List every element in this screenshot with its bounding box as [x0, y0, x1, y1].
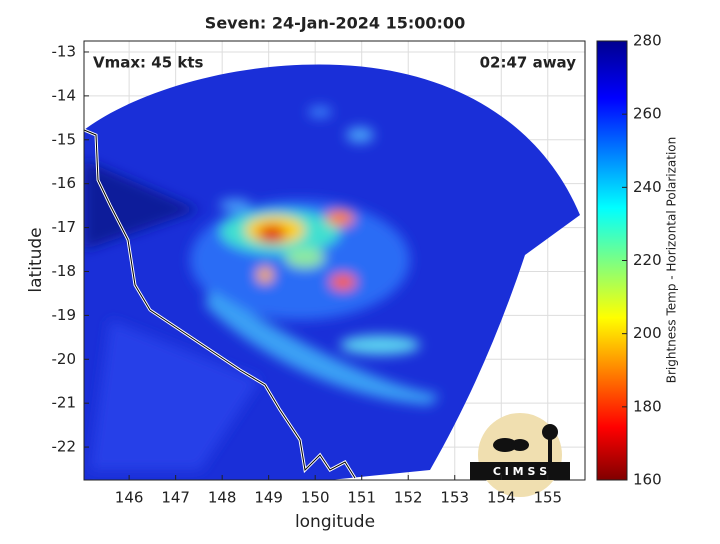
colorbar-tick-label: 220 [633, 251, 662, 269]
x-tick-label: 151 [347, 489, 376, 507]
logo: C I M S S [470, 413, 570, 497]
colorbar-tick-label: 260 [633, 105, 662, 123]
colorbar-tick-label: 200 [633, 324, 662, 342]
y-tick-label: -20 [52, 350, 77, 368]
x-tick-label: 149 [254, 489, 283, 507]
annotation: 02:47 away [480, 54, 577, 72]
colorbar-tick-label: 280 [633, 32, 662, 50]
x-tick-label: 155 [533, 489, 562, 507]
chart-title: Seven: 24-Jan-2024 15:00:00 [205, 14, 465, 33]
annotation: Vmax: 45 kts [93, 54, 203, 72]
x-tick-label: 148 [208, 489, 237, 507]
y-tick-label: -19 [52, 306, 77, 324]
colorbar-label: Brightness Temp - Horizontal Polarizatio… [665, 137, 679, 384]
x-tick-label: 147 [161, 489, 190, 507]
logo-text: C I M S S [493, 465, 547, 478]
y-tick-label: -21 [52, 394, 77, 412]
x-axis-label: longitude [295, 512, 375, 532]
x-tick-label: 153 [440, 489, 469, 507]
x-tick-label: 154 [487, 489, 516, 507]
y-tick-label: -14 [52, 86, 77, 104]
y-axis-label: latitude [26, 227, 46, 292]
x-tick-label: 152 [394, 489, 423, 507]
y-tick-label: -13 [52, 42, 77, 60]
colorbar-tick-label: 160 [633, 471, 662, 489]
y-tick-label: -16 [52, 174, 77, 192]
colorbar-tick-label: 240 [633, 178, 662, 196]
y-tick-label: -18 [52, 262, 77, 280]
colorbar-tick-label: 180 [633, 397, 662, 415]
y-tick-label: -15 [52, 130, 77, 148]
y-tick-label: -22 [52, 438, 77, 456]
x-tick-label: 146 [115, 489, 144, 507]
swath [84, 64, 580, 480]
y-tick-label: -17 [52, 218, 77, 236]
plot-frame [83, 40, 586, 481]
x-tick-label: 150 [301, 489, 330, 507]
